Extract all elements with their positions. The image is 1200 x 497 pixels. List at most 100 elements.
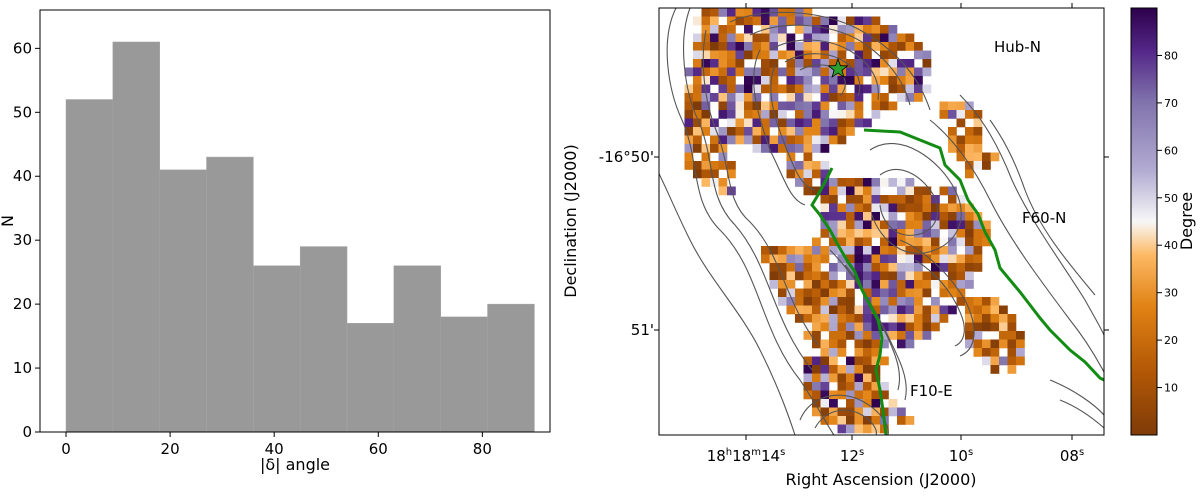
angle-pixel-910 xyxy=(863,407,872,417)
angle-pixel-333 xyxy=(727,127,736,136)
angle-pixel-315 xyxy=(778,118,787,128)
angle-pixel-329 xyxy=(693,127,702,136)
map-y-label: Declination (J2000) xyxy=(561,144,580,297)
angle-pixel-401 xyxy=(693,161,702,170)
angle-pixel-214 xyxy=(769,84,779,94)
angle-pixel-523 xyxy=(948,220,957,230)
angle-pixel-194 xyxy=(820,76,830,85)
angle-pixel-839 xyxy=(982,348,991,357)
histogram-y-label: N xyxy=(0,215,17,227)
angle-pixel-363 xyxy=(803,135,813,145)
angle-pixel-712 xyxy=(846,297,855,306)
angle-pixel-61 xyxy=(752,33,762,43)
angle-pixel-258 xyxy=(727,101,736,111)
angle-pixel-236 xyxy=(727,93,736,102)
map-y-tick-label-0: -16°50' xyxy=(599,148,654,166)
angle-pixel-293 xyxy=(812,110,821,119)
angle-pixel-766 xyxy=(931,314,940,323)
angle-pixel-567 xyxy=(769,246,779,255)
angle-pixel-334 xyxy=(735,127,745,136)
angle-pixel-206 xyxy=(693,84,702,94)
angle-pixel-295 xyxy=(829,110,838,119)
angle-pixel-124 xyxy=(863,50,872,60)
angle-pixel-574 xyxy=(829,246,838,255)
angle-pixel-613 xyxy=(956,254,966,264)
angle-pixel-502 xyxy=(931,212,940,221)
angle-pixel-148 xyxy=(880,59,889,68)
angle-pixel-470 xyxy=(948,195,957,204)
contour-20 xyxy=(799,394,889,435)
angle-pixel-414 xyxy=(693,169,702,179)
angle-pixel-335 xyxy=(744,127,753,136)
angle-pixel-96 xyxy=(846,42,855,51)
angle-pixel-627 xyxy=(871,263,881,272)
angle-pixel-34 xyxy=(701,25,711,34)
angle-pixel-177 xyxy=(888,67,898,77)
angle-pixel-904 xyxy=(812,407,821,417)
colorbar-ticks: 10 20 30 40 50 60 70 80 xyxy=(1157,49,1178,395)
contour-2 xyxy=(683,8,813,371)
angle-pixel-18 xyxy=(744,16,753,26)
angle-pixel-6 xyxy=(752,8,762,17)
angle-pixel-806 xyxy=(897,331,906,340)
angle-pixel-534 xyxy=(871,229,881,238)
angle-pixel-852 xyxy=(982,356,991,366)
angle-pixel-818 xyxy=(837,339,847,349)
filament-skeletons xyxy=(810,128,1104,435)
angle-pixel-568 xyxy=(778,246,787,255)
angle-pixel-923 xyxy=(897,416,906,425)
angle-pixel-784 xyxy=(888,322,898,332)
angle-pixel-269 xyxy=(820,101,830,111)
angle-pixel-268 xyxy=(812,101,821,111)
angle-pixel-611 xyxy=(939,254,949,264)
angle-pixel-103 xyxy=(905,42,915,51)
angle-pixel-759 xyxy=(863,314,872,323)
angle-pixel-588 xyxy=(948,246,957,255)
angle-pixel-134 xyxy=(735,59,745,68)
angle-pixel-446 xyxy=(837,186,847,196)
histogram-y-tick-label-3: 30 xyxy=(13,231,32,249)
angle-pixel-385 xyxy=(820,144,830,153)
angle-pixel-420 xyxy=(803,169,813,179)
angle-pixel-772 xyxy=(999,314,1008,323)
angle-pixel-360 xyxy=(778,135,787,145)
angle-pixel-774 xyxy=(803,322,813,332)
angle-pixel-814 xyxy=(1016,331,1025,340)
angle-pixel-412 xyxy=(973,161,983,170)
angle-pixel-63 xyxy=(769,33,779,43)
angle-pixel-117 xyxy=(795,50,804,60)
angle-pixel-894 xyxy=(871,390,881,400)
angle-pixel-114 xyxy=(769,50,779,60)
angle-pixel-871 xyxy=(829,373,838,383)
angle-pixel-232 xyxy=(693,93,702,102)
angle-pixel-537 xyxy=(897,229,906,238)
angle-pixel-397 xyxy=(973,152,983,162)
contour-7 xyxy=(784,53,861,97)
angle-pixel-498 xyxy=(888,212,898,221)
angle-pixel-473 xyxy=(829,203,838,213)
angle-pixel-556 xyxy=(905,237,915,247)
angle-pixel-785 xyxy=(897,322,906,332)
angle-pixel-366 xyxy=(829,135,838,145)
contour-21 xyxy=(814,409,877,435)
angle-pixel-65 xyxy=(786,33,796,43)
angle-pixel-394 xyxy=(803,152,813,162)
angle-pixel-189 xyxy=(761,76,770,85)
angle-pixel-802 xyxy=(863,331,872,340)
angle-pixel-927 xyxy=(854,424,864,434)
angle-pixel-21 xyxy=(769,16,779,26)
angle-pixel-666 xyxy=(820,280,830,289)
angle-pixel-365 xyxy=(820,135,830,145)
angle-pixel-770 xyxy=(982,314,991,323)
angle-pixel-381 xyxy=(786,144,796,153)
angle-pixel-448 xyxy=(854,186,864,196)
angle-pixel-251 xyxy=(897,93,906,102)
angle-pixel-111 xyxy=(744,50,753,60)
angle-pixel-513 xyxy=(863,220,872,230)
angle-pixel-509 xyxy=(829,220,838,230)
angle-pixel-249 xyxy=(871,93,881,102)
angle-pixel-256 xyxy=(701,101,711,111)
angle-pixel-356 xyxy=(744,135,753,145)
angle-pixel-601 xyxy=(854,254,864,264)
angle-pixel-190 xyxy=(769,76,779,85)
